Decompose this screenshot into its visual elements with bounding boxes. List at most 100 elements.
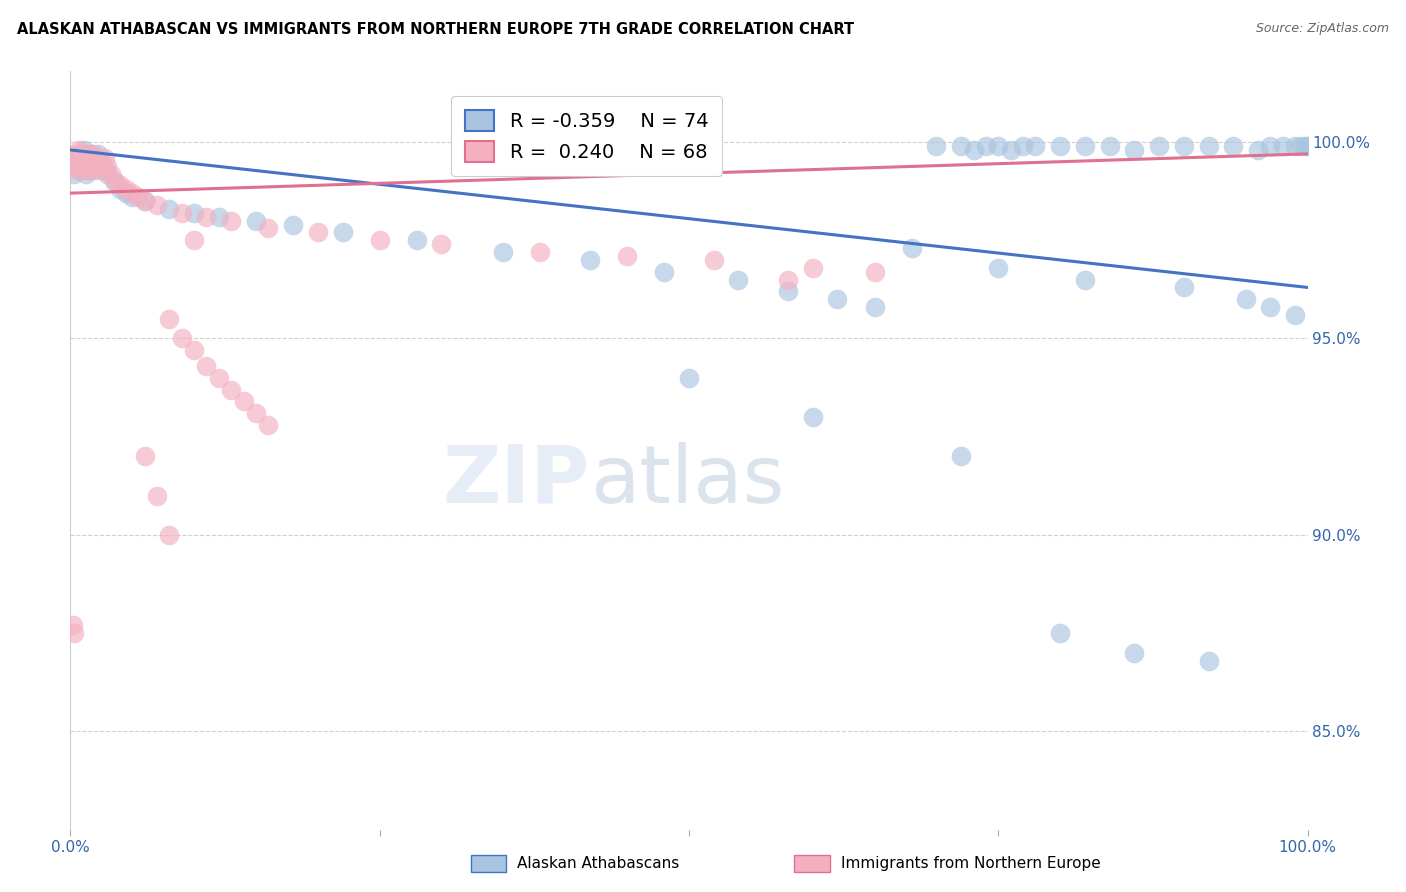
Point: [579, 252, 602, 267]
Point: [127, 190, 149, 204]
Point: [987, 260, 1010, 275]
Point: [925, 139, 948, 153]
Point: [987, 139, 1010, 153]
Point: [79, 151, 101, 165]
Point: [1284, 139, 1306, 153]
Point: [307, 226, 329, 240]
Point: [950, 450, 973, 464]
Point: [183, 233, 205, 247]
Point: [776, 272, 799, 286]
Point: [100, 167, 122, 181]
Point: [65, 154, 87, 169]
Point: [89, 159, 111, 173]
Point: [219, 213, 242, 227]
Point: [63, 167, 86, 181]
Point: [104, 174, 127, 188]
Point: [1024, 139, 1046, 153]
Text: atlas: atlas: [591, 442, 785, 520]
Point: [1247, 143, 1270, 157]
Point: [863, 300, 886, 314]
Point: [1074, 272, 1097, 286]
Point: [195, 210, 218, 224]
Point: [96, 167, 118, 181]
Point: [91, 162, 114, 177]
Point: [195, 359, 218, 373]
Point: [79, 154, 101, 169]
Point: [219, 383, 242, 397]
Point: [208, 210, 231, 224]
Point: [82, 146, 104, 161]
Point: [245, 406, 267, 420]
Point: [405, 233, 427, 247]
Point: [170, 331, 193, 345]
Point: [115, 186, 138, 201]
Point: [232, 394, 254, 409]
Point: [70, 159, 93, 173]
Point: [157, 202, 180, 216]
Point: [863, 265, 886, 279]
Point: [65, 151, 87, 165]
Point: [72, 151, 94, 165]
Point: [77, 146, 100, 161]
Point: [83, 159, 105, 173]
Point: [67, 162, 90, 177]
Point: [801, 260, 824, 275]
Point: [66, 162, 89, 177]
Point: [121, 190, 143, 204]
Point: [183, 343, 205, 358]
Point: [1147, 139, 1170, 153]
Point: [134, 450, 156, 464]
Point: [1000, 143, 1022, 157]
Point: [183, 206, 205, 220]
Point: [134, 194, 156, 208]
Point: [1222, 139, 1244, 153]
Point: [827, 292, 849, 306]
Point: [1284, 308, 1306, 322]
Text: Immigrants from Northern Europe: Immigrants from Northern Europe: [841, 856, 1101, 871]
Point: [90, 154, 112, 169]
Point: [727, 272, 749, 286]
Point: [678, 371, 700, 385]
Point: [65, 146, 87, 161]
Text: ZIP: ZIP: [443, 442, 591, 520]
Point: [134, 194, 156, 208]
Point: [76, 159, 98, 173]
Point: [108, 182, 131, 196]
Point: [96, 159, 118, 173]
Point: [73, 154, 96, 169]
Point: [157, 528, 180, 542]
Text: ALASKAN ATHABASCAN VS IMMIGRANTS FROM NORTHERN EUROPE 7TH GRADE CORRELATION CHAR: ALASKAN ATHABASCAN VS IMMIGRANTS FROM NO…: [17, 22, 853, 37]
Point: [974, 139, 997, 153]
Point: [616, 249, 638, 263]
Point: [73, 143, 96, 157]
Point: [66, 154, 89, 169]
Point: [121, 186, 143, 201]
Point: [72, 146, 94, 161]
Point: [332, 226, 354, 240]
Point: [1296, 139, 1319, 153]
Point: [1294, 139, 1316, 153]
Point: [1074, 139, 1097, 153]
Point: [94, 162, 117, 177]
Text: Alaskan Athabascans: Alaskan Athabascans: [517, 856, 679, 871]
Point: [82, 154, 104, 169]
Point: [1173, 139, 1195, 153]
Point: [1198, 139, 1220, 153]
Point: [63, 159, 86, 173]
Point: [76, 159, 98, 173]
Point: [146, 489, 169, 503]
Point: [652, 265, 675, 279]
Point: [115, 182, 138, 196]
Point: [62, 618, 84, 632]
Point: [86, 146, 108, 161]
Point: [84, 151, 107, 165]
Point: [69, 151, 91, 165]
Legend: R = -0.359    N = 74, R =  0.240    N = 68: R = -0.359 N = 74, R = 0.240 N = 68: [451, 96, 721, 176]
Point: [1123, 143, 1146, 157]
Point: [257, 417, 280, 432]
Point: [84, 159, 107, 173]
Point: [529, 245, 551, 260]
Point: [1049, 626, 1071, 640]
Point: [900, 241, 922, 255]
Point: [80, 162, 103, 177]
